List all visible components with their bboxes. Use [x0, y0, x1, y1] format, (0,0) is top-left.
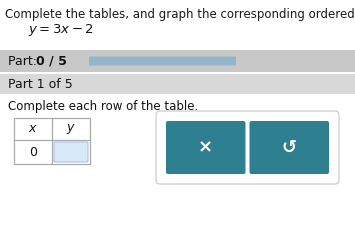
FancyBboxPatch shape — [54, 142, 88, 162]
Text: Part:: Part: — [8, 55, 41, 68]
FancyBboxPatch shape — [89, 56, 236, 65]
Text: 0: 0 — [29, 146, 37, 159]
Text: $y$: $y$ — [66, 122, 76, 136]
Text: $x$: $x$ — [28, 123, 38, 136]
Text: ↺: ↺ — [282, 138, 297, 156]
Text: Complete each row of the table.: Complete each row of the table. — [8, 100, 198, 113]
Text: Part 1 of 5: Part 1 of 5 — [8, 77, 73, 91]
FancyBboxPatch shape — [166, 121, 246, 174]
Text: ×: × — [198, 138, 213, 156]
FancyBboxPatch shape — [0, 74, 355, 94]
FancyBboxPatch shape — [0, 50, 355, 72]
Text: $y = 3x - 2$: $y = 3x - 2$ — [28, 22, 94, 38]
FancyBboxPatch shape — [250, 121, 329, 174]
Text: 0 / 5: 0 / 5 — [36, 55, 67, 68]
FancyBboxPatch shape — [14, 118, 90, 164]
Text: Complete the tables, and graph the corresponding ordered pairs. Dra: Complete the tables, and graph the corre… — [5, 8, 355, 21]
FancyBboxPatch shape — [0, 94, 355, 237]
FancyBboxPatch shape — [156, 111, 339, 184]
